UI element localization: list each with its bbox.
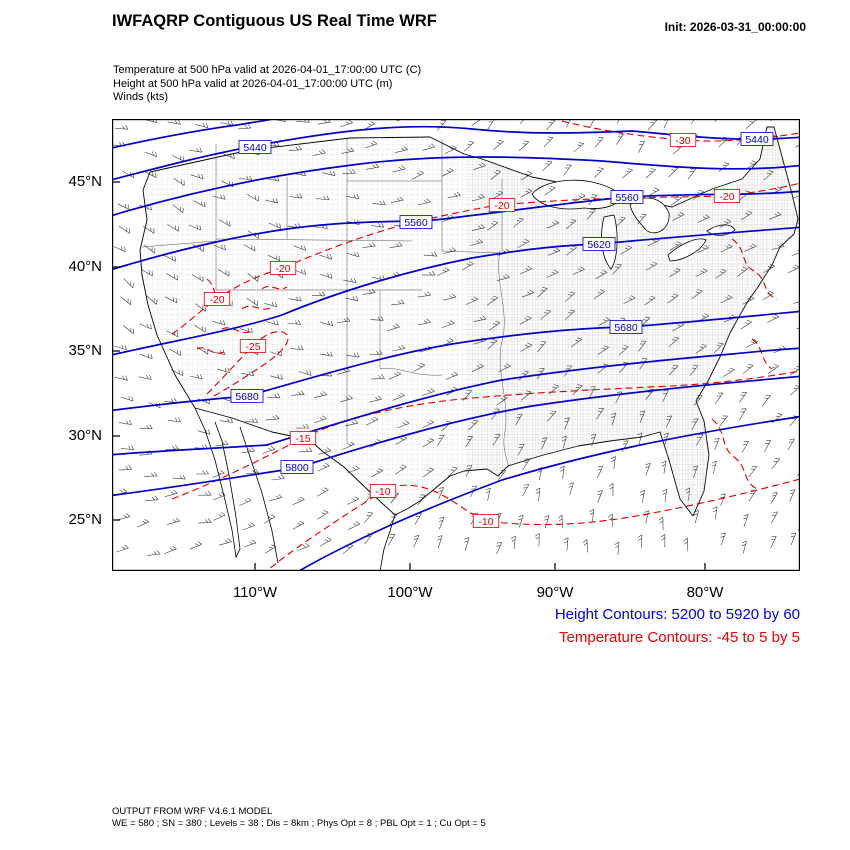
svg-text:5560: 5560 [615,192,639,204]
model-footer: OUTPUT FROM WRF V4.6.1 MODEL WE = 580 ; … [112,806,486,830]
svg-text:-25: -25 [245,341,260,353]
legend-temperature-contours: Temperature Contours: -45 to 5 by 5 [559,629,800,646]
y-tick-30n: 30°N [68,427,102,444]
svg-text:5440: 5440 [745,134,769,146]
subtitle-height: Height at 500 hPa valid at 2026-04-01_17… [113,77,393,90]
lake-erie [667,238,707,262]
lake-huron [629,197,670,234]
wind-barbs [112,119,800,556]
svg-text:5680: 5680 [235,391,259,403]
svg-text:5800: 5800 [285,462,309,474]
svg-text:-20: -20 [494,200,509,212]
field-description: Temperature at 500 hPa valid at 2026-04-… [113,64,421,105]
x-tick-110w: 110°W [232,584,278,601]
map-panel: 5440 5440 5560 5560 5620 5680 5680 5800 -30 -20-… [112,119,800,571]
svg-text:-10: -10 [478,516,493,528]
page-title: IWFAQRP Contiguous US Real Time WRF [112,12,437,30]
y-tick-25n: 25°N [68,511,102,528]
temperature-contour-labels: -30 -20 -20 -20 -20 -25 -15 -10 -10 [203,133,741,528]
svg-text:5440: 5440 [243,142,267,154]
svg-text:5680: 5680 [614,322,638,334]
us-outline [139,126,799,571]
x-tick-80w: 80°W [686,584,724,601]
svg-text:5620: 5620 [587,239,611,251]
svg-text:-30: -30 [675,135,690,147]
svg-text:-20: -20 [719,191,734,203]
map-frame [112,119,800,571]
subtitle-temperature: Temperature at 500 hPa valid at 2026-04-… [113,64,422,76]
footer-model: OUTPUT FROM WRF V4.6.1 MODEL [112,806,273,817]
height-contours [112,119,800,571]
y-tick-45n: 45°N [68,173,102,190]
svg-text:-20: -20 [275,263,290,275]
svg-text:-10: -10 [375,486,390,498]
footer-config: WE = 580 ; SN = 380 ; Levels = 38 ; Dis … [112,818,486,829]
svg-text:-20: -20 [209,294,224,306]
svg-text:-15: -15 [295,433,310,445]
y-tick-35n: 35°N [68,342,102,359]
subtitle-winds: Winds (kts) [113,91,168,103]
height-contour-labels: 5440 5440 5560 5560 5620 5680 5680 5800 [230,132,774,474]
x-tick-100w: 100°W [387,584,433,601]
y-tick-40n: 40°N [68,258,102,275]
legend-height-contours: Height Contours: 5200 to 5920 by 60 [554,606,800,623]
axis-ticks [112,181,706,571]
init-timestamp: Init: 2026-03-31_00:00:00 [664,20,806,34]
x-tick-90w: 90°W [536,584,574,601]
svg-text:5560: 5560 [404,217,428,229]
